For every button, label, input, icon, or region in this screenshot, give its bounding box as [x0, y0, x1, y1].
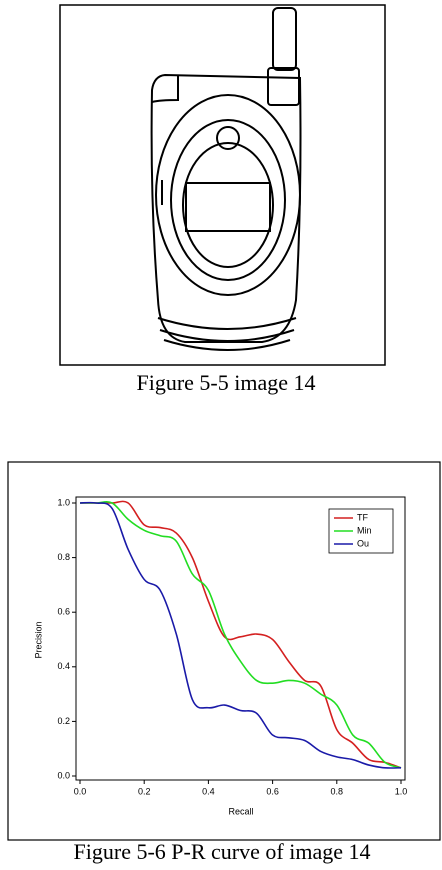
legend-label: Ou [357, 538, 369, 548]
x-axis-title: Recall [228, 806, 253, 816]
y-tick-label: 0.2 [57, 716, 70, 726]
x-tick-label: 0.0 [74, 786, 87, 796]
phone-drawing [150, 7, 302, 351]
y-axis-title: Precision [33, 621, 43, 658]
series-line [80, 500, 402, 769]
y-tick-label: 0.8 [57, 552, 70, 562]
figure-frame [59, 4, 386, 366]
chart-frame [7, 461, 441, 841]
x-tick-label: 0.8 [331, 786, 344, 796]
figure-caption: Figure 5-5 image 14 [136, 370, 315, 395]
y-tick-label: 0.6 [57, 607, 70, 617]
series-line [80, 501, 402, 769]
legend-label: Min [357, 525, 372, 535]
y-tick-label: 1.0 [57, 497, 70, 507]
x-tick-label: 1.0 [395, 786, 408, 796]
y-tick-label: 0.4 [57, 661, 70, 671]
plot-area [75, 496, 406, 781]
series-line [79, 501, 402, 769]
figure-caption: Figure 5-6 P-R curve of image 14 [74, 839, 371, 864]
x-tick-label: 0.4 [202, 786, 215, 796]
y-tick-label: 0.0 [57, 770, 70, 780]
legend-label: TF [357, 512, 368, 522]
x-tick-label: 0.6 [266, 786, 279, 796]
x-tick-label: 0.2 [138, 786, 151, 796]
